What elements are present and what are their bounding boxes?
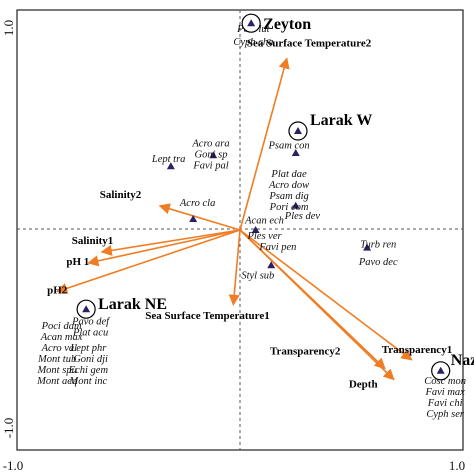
- site-label-larak-w: Larak W: [310, 112, 372, 129]
- site-label-larak-ne: Larak NE: [98, 296, 167, 313]
- x-tick-label-max: 1.0: [449, 458, 465, 473]
- species-label-ples-dev: Ples dev: [284, 211, 321, 222]
- species-marker: [189, 215, 198, 222]
- species-label-cyph-cha: Cyph cha: [233, 37, 273, 48]
- species-label-mont-spu: Mont spu: [36, 365, 76, 376]
- species-label-plat-acu: Plat acu: [72, 328, 108, 339]
- species-label-favi-max: Favi max: [424, 387, 465, 398]
- vector-label-ph2: pH2: [47, 285, 68, 297]
- species-marker: [291, 201, 300, 209]
- species-label-mont-aeq: Mont aeq: [36, 376, 77, 387]
- species-label-favi-chi: Favi chi: [427, 398, 463, 409]
- species-label-styl-sub: Styl sub: [241, 270, 274, 281]
- species-marker: [209, 151, 218, 159]
- vector-salinity1: [100, 229, 241, 256]
- species-label-pavo-def: Pavo def: [71, 317, 111, 328]
- species-label-goni-dji: Goni dji: [73, 354, 108, 365]
- species-label-acan-max: Acan max: [40, 332, 83, 343]
- vector-ph-1: [87, 229, 241, 267]
- axis-ticks: -1.0 1.0 -1.0 1.0: [1, 20, 465, 473]
- vector-label-transparency1: Transparency1: [382, 344, 453, 356]
- species-label-pori-com: Pori com: [269, 202, 309, 213]
- vector-label-salinity2: Salinity2: [100, 189, 142, 201]
- site-label-naz: Naz: [451, 352, 474, 369]
- vector-label-ph-1: pH 1: [66, 256, 89, 268]
- site-marker-zeyton: [247, 19, 256, 27]
- vector-transparency1: [239, 229, 413, 361]
- vector-label-depth: Depth: [349, 379, 378, 391]
- x-tick-label-min: -1.0: [3, 458, 24, 473]
- site-label-zeyton: Zeyton: [263, 16, 311, 33]
- species-label-psam-con: Psam con: [267, 141, 309, 152]
- species-marker: [251, 226, 260, 233]
- species-label-ples-ver: Ples ver: [246, 231, 282, 242]
- species-label-psam-dig: Psam dig: [268, 191, 308, 202]
- species-label-favi-pal: Favi pal: [192, 160, 228, 171]
- vector-label-sea-surface-temperature2: Sea Surface Temperature2: [247, 37, 372, 49]
- vector-sea-surface-temperature2: [239, 57, 290, 231]
- vector-sea-surface-temperature1: [228, 229, 241, 306]
- vector-ph2: [56, 229, 241, 294]
- vector-label-transparency2: Transparency2: [270, 346, 341, 358]
- site-labels: Zeyton Larak W Larak NE Naz: [76, 13, 474, 381]
- species-label-acro-ara: Acro ara: [191, 138, 229, 149]
- species-label-poci-dam: Poci dam: [41, 321, 82, 332]
- species-label-lept-phr: Lept phr: [69, 343, 107, 354]
- site-marker-larak-ne: [82, 305, 91, 313]
- species-label-goni-sp: Goni sp: [195, 149, 228, 160]
- vector-label-salinity1: Salinity1: [72, 235, 114, 247]
- species-label-mont-tub: Mont tub: [37, 354, 76, 365]
- species-label-plat-dae: Plat dae: [270, 169, 307, 180]
- species-marker: [166, 162, 175, 170]
- site-marker-naz: [436, 366, 445, 374]
- y-tick-label-min: -1.0: [1, 418, 16, 439]
- y-tick-label-max: 1.0: [1, 20, 16, 36]
- species-marker: [291, 149, 300, 156]
- vector-label-sea-surface-temperature1: Sea Surface Temperature1: [145, 310, 269, 322]
- species-label-echi-gem: Echi gem: [68, 365, 109, 376]
- species-label-acro-cla: Acro cla: [179, 198, 215, 209]
- species-label-turb-ren: Turb ren: [360, 240, 396, 251]
- species-label-favi-pen: Favi pen: [258, 242, 296, 253]
- vector-salinity2: [158, 203, 241, 231]
- species-marker: [267, 261, 276, 269]
- environmental-vectors: Sea Surface Temperature2 Salinity2 Salinit…: [47, 37, 452, 390]
- species-label-pavo-dec: Pavo dec: [358, 257, 398, 268]
- species-label-cyph-ser: Cyph ser: [426, 409, 465, 420]
- species-marker: [363, 243, 372, 251]
- species-label-lept-tra: Lept tra: [151, 154, 186, 165]
- species-label-acan-ech: Acan ech: [244, 215, 284, 226]
- species-label-acro-val: Acro val: [41, 343, 78, 354]
- vector-depth: [239, 229, 395, 381]
- species-label-cosc-mon: Cosc mon: [424, 376, 466, 387]
- site-marker-larak-w: [293, 127, 302, 134]
- species-label-mont-inc: Mont inc: [69, 376, 108, 387]
- species-markers: [82, 23, 443, 372]
- species-label-acro-dow: Acro dow: [268, 180, 309, 191]
